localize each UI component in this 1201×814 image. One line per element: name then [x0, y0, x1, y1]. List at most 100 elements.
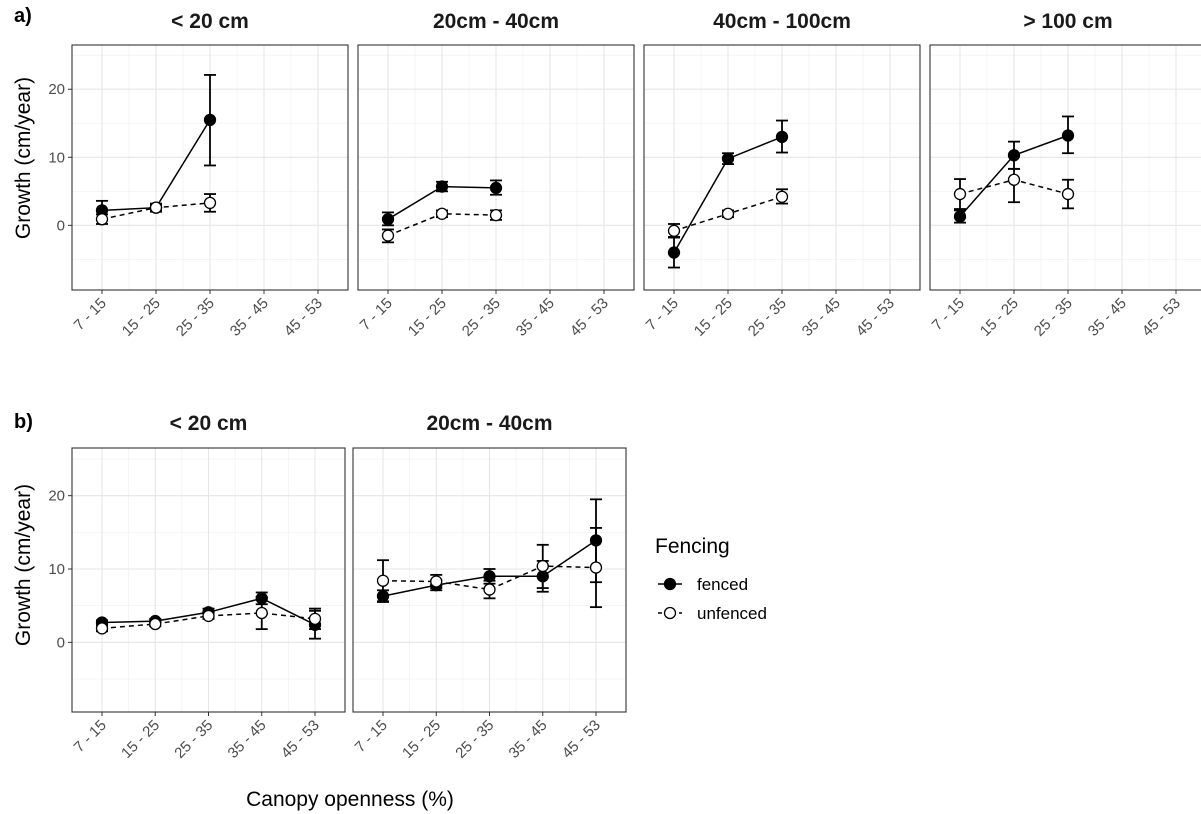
data-point-unfenced — [483, 583, 496, 596]
x-tick-label: 35 - 45 — [227, 295, 272, 340]
x-axis-title: Canopy openness (%) — [246, 788, 454, 811]
x-tick-label: 35 - 45 — [1085, 295, 1130, 340]
x-tick-label: 7 - 15 — [357, 295, 396, 334]
x-tick-label: 35 - 45 — [225, 717, 270, 762]
y-tick-label: 10 — [48, 561, 65, 578]
x-tick-label: 7 - 15 — [643, 295, 682, 334]
legend-unfenced-label: unfenced — [697, 604, 767, 623]
y-tick-label: 0 — [57, 634, 65, 651]
data-point-unfenced — [255, 606, 268, 620]
facet-pa4: 7 - 15 15 - 25 25 - 35 35 - 45 45 - 53 > 100 … — [929, 10, 1201, 340]
panel-border — [71, 44, 349, 291]
data-point-fenced — [381, 213, 395, 226]
x-tick-label: 25 - 35 — [459, 295, 504, 340]
x-tick-label: 35 - 45 — [799, 295, 844, 340]
series-line-unfenced — [382, 565, 597, 591]
data-point-unfenced — [203, 196, 217, 210]
data-point-fenced — [1007, 149, 1021, 162]
data-point-fenced — [953, 210, 967, 223]
data-point-unfenced — [381, 229, 395, 242]
data-point-unfenced — [589, 561, 603, 574]
panel-b-label: b) — [14, 411, 33, 433]
facet-title: < 20 cm — [170, 412, 248, 435]
facet-title: 20cm - 40cm — [426, 412, 552, 435]
legend-fenced-label: fenced — [697, 575, 748, 594]
x-tick-label: 35 - 45 — [513, 295, 558, 340]
panel-border — [357, 44, 635, 291]
panel-border — [643, 44, 921, 291]
y-tick-label: 0 — [57, 217, 65, 234]
data-point-unfenced — [149, 617, 162, 631]
x-tick-label: 15 - 25 — [118, 717, 163, 762]
x-tick-label: 25 - 35 — [452, 717, 497, 762]
x-tick-label: 15 - 25 — [691, 295, 736, 340]
data-point-unfenced — [149, 201, 163, 214]
panel-border — [71, 447, 346, 713]
facet-title: > 100 cm — [1023, 10, 1112, 33]
data-point-fenced — [435, 180, 449, 193]
x-tick-label: 7 - 15 — [352, 717, 391, 756]
data-point-fenced — [721, 152, 735, 165]
x-tick-label: 15 - 25 — [119, 295, 164, 340]
x-tick-label: 45 - 53 — [278, 717, 323, 762]
facet-title: 40cm - 100cm — [713, 10, 851, 33]
x-tick-label: 15 - 25 — [399, 717, 444, 762]
legend: Fencing fenced unfenced — [655, 535, 767, 623]
y-tick-label: 20 — [48, 81, 65, 98]
x-tick-label: 7 - 15 — [71, 295, 110, 334]
data-point-fenced — [667, 246, 681, 259]
facet-title: < 20 cm — [171, 10, 249, 33]
x-tick-label: 15 - 25 — [405, 295, 450, 340]
facet-pa2: 7 - 15 15 - 25 25 - 35 35 - 45 45 - 53 20cm -… — [357, 10, 635, 340]
y-axis-title-b: Growth (cm/year) — [12, 484, 35, 646]
x-tick-label: 35 - 45 — [506, 717, 551, 762]
legend-unfenced-marker — [663, 606, 677, 620]
data-point-unfenced — [1007, 173, 1021, 186]
panel-border — [929, 44, 1201, 291]
data-point-unfenced — [775, 190, 789, 203]
facet-pa1: 0 10 20 7 - 15 15 - 25 25 - 35 35 - 45 45 - 53 <… — [48, 10, 349, 340]
x-tick-label: 45 - 53 — [853, 295, 898, 340]
data-point-fenced — [775, 130, 789, 144]
data-point-unfenced — [953, 187, 967, 201]
x-tick-label: 25 - 35 — [1031, 295, 1076, 340]
y-tick-label: 20 — [48, 488, 65, 505]
data-point-unfenced — [435, 207, 449, 220]
data-point-fenced — [203, 113, 217, 127]
x-tick-label: 45 - 53 — [559, 717, 604, 762]
x-tick-label: 7 - 15 — [929, 295, 968, 334]
data-point-unfenced — [430, 575, 443, 588]
x-tick-label: 45 - 53 — [567, 295, 612, 340]
data-point-unfenced — [95, 622, 109, 635]
plot-background — [930, 45, 1201, 290]
facet-pb2: 7 - 15 15 - 25 25 - 35 35 - 45 45 - 53 20cm -… — [352, 412, 627, 762]
data-point-fenced — [489, 181, 503, 195]
facet-pa3: 7 - 15 15 - 25 25 - 35 35 - 45 45 - 53 40cm -… — [643, 10, 921, 340]
x-tick-label: 7 - 15 — [71, 717, 110, 756]
data-point-unfenced — [667, 224, 681, 237]
data-point-unfenced — [376, 574, 390, 587]
x-tick-label: 25 - 35 — [745, 295, 790, 340]
facet-pb1: 0 10 20 7 - 15 15 - 25 25 - 35 35 - 45 45 - 53 <… — [48, 412, 346, 762]
x-tick-label: 15 - 25 — [977, 295, 1022, 340]
x-tick-label: 45 - 53 — [281, 295, 326, 340]
data-point-unfenced — [536, 559, 549, 573]
legend-fenced-marker — [663, 577, 677, 591]
data-point-unfenced — [721, 207, 735, 220]
legend-title: Fencing — [655, 535, 730, 558]
data-point-fenced — [1061, 129, 1075, 142]
y-tick-label: 10 — [48, 149, 65, 166]
panel-border — [352, 447, 627, 713]
facet-title: 20cm - 40cm — [433, 10, 559, 33]
data-point-unfenced — [202, 609, 215, 623]
x-tick-label: 25 - 35 — [173, 295, 218, 340]
x-tick-label: 25 - 35 — [171, 717, 216, 762]
data-point-unfenced — [1061, 187, 1075, 201]
data-point-unfenced — [489, 208, 503, 222]
data-point-unfenced — [95, 213, 109, 226]
data-point-unfenced — [308, 612, 322, 626]
y-axis-title-a: Growth (cm/year) — [12, 77, 35, 239]
x-tick-label: 45 - 53 — [1139, 295, 1184, 340]
